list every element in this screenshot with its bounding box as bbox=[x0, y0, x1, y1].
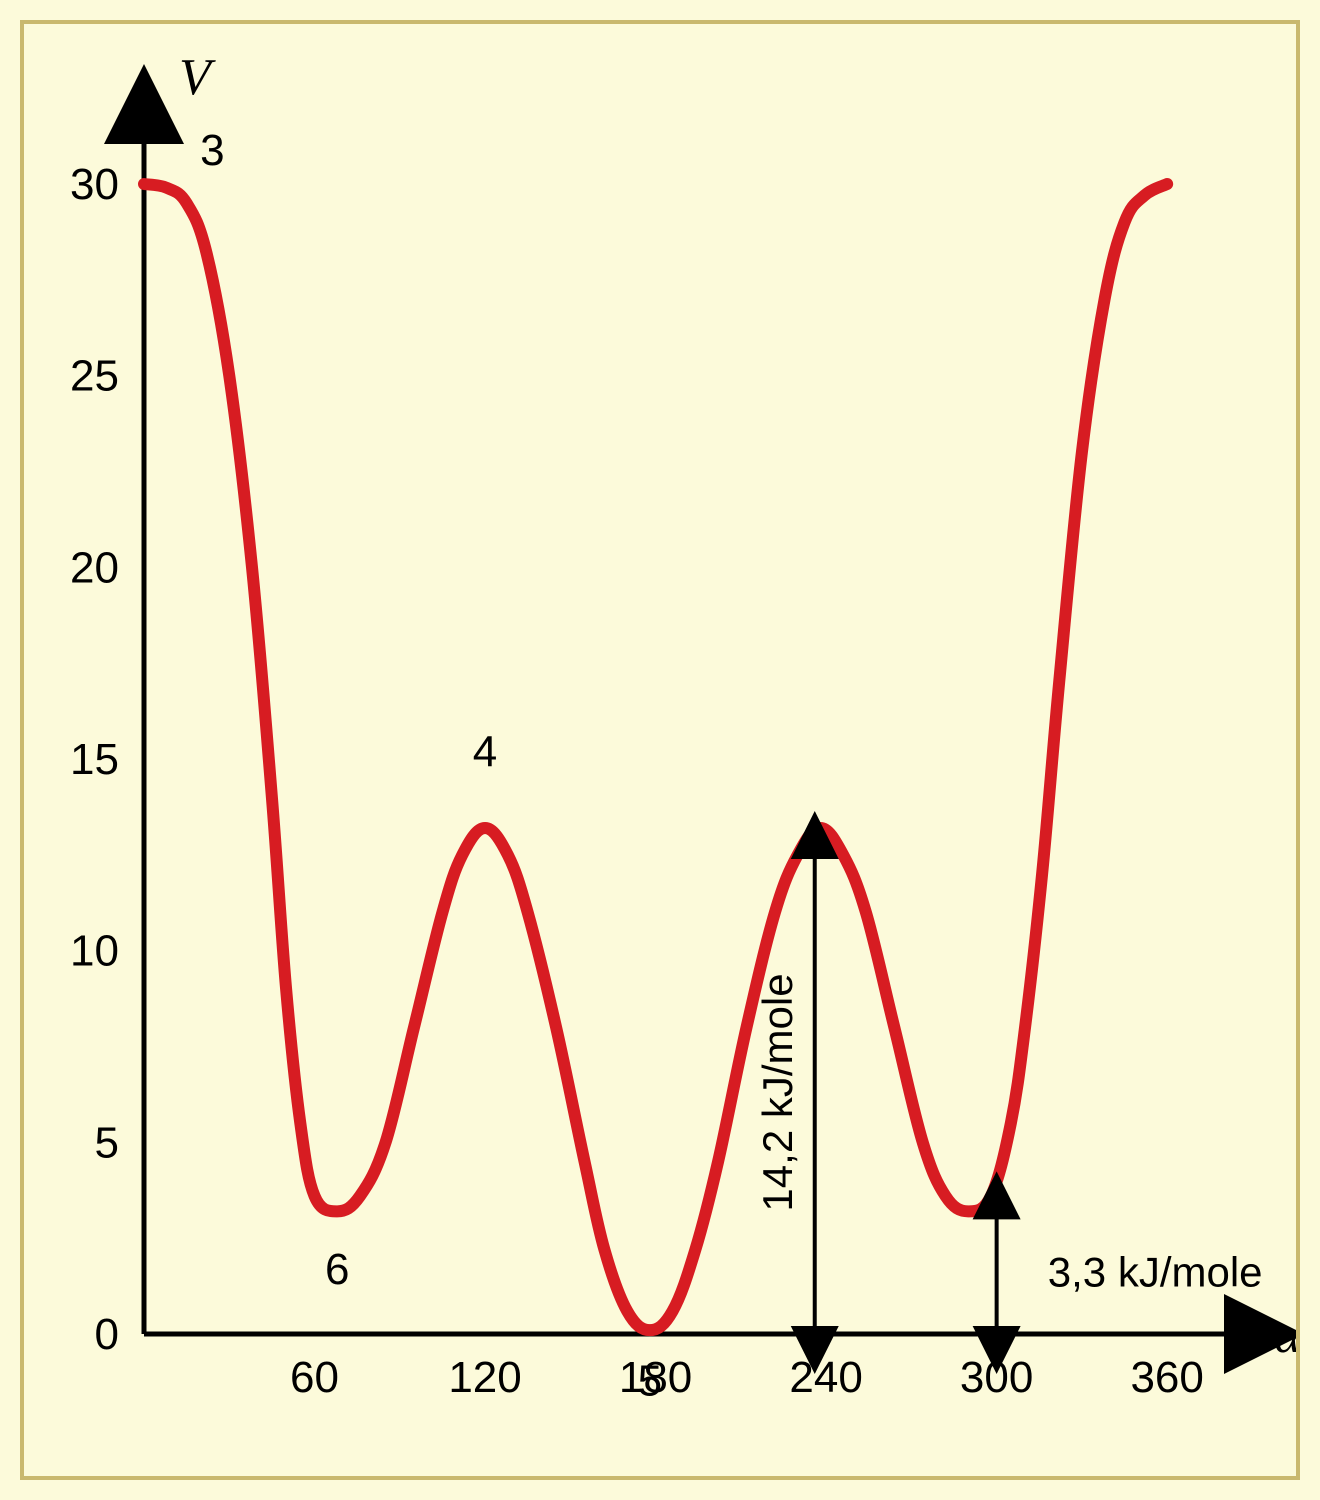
x-tick-label: 60 bbox=[290, 1353, 339, 1402]
x-tick-label: 360 bbox=[1130, 1353, 1203, 1402]
y-tick-label: 20 bbox=[70, 543, 119, 592]
y-tick-label: 10 bbox=[70, 927, 119, 976]
chart-container: 05101520253060120180240300360Vα345614,2 … bbox=[24, 24, 1296, 1476]
y-tick-label: 5 bbox=[95, 1118, 119, 1167]
point-label-3: 3 bbox=[200, 126, 224, 175]
y-axis-title: V bbox=[179, 49, 216, 106]
energy-chart: 05101520253060120180240300360Vα345614,2 … bbox=[24, 24, 1296, 1476]
point-label-5: 5 bbox=[638, 1356, 662, 1405]
y-tick-label: 0 bbox=[95, 1310, 119, 1359]
chart-frame: 05101520253060120180240300360Vα345614,2 … bbox=[20, 20, 1300, 1480]
x-tick-label: 240 bbox=[789, 1353, 862, 1402]
annotation-label-1: 3,3 kJ/mole bbox=[1048, 1249, 1263, 1296]
energy-curve bbox=[144, 184, 1167, 1330]
x-axis-title: α bbox=[1274, 1307, 1296, 1364]
point-label-4: 4 bbox=[473, 728, 497, 777]
annotation-label-0: 14,2 kJ/mole bbox=[754, 973, 801, 1211]
y-tick-label: 30 bbox=[70, 160, 119, 209]
x-tick-label: 300 bbox=[960, 1353, 1033, 1402]
y-tick-label: 15 bbox=[70, 735, 119, 784]
x-tick-label: 120 bbox=[448, 1353, 521, 1402]
point-label-6: 6 bbox=[325, 1245, 349, 1294]
y-tick-label: 25 bbox=[70, 352, 119, 401]
